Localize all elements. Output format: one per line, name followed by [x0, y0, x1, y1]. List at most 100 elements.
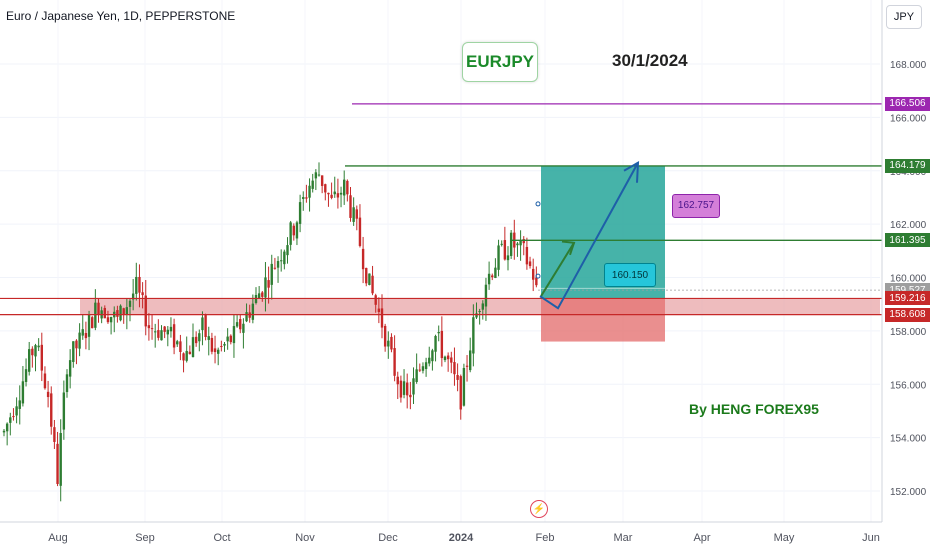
- candle-body: [91, 317, 94, 329]
- y-tick-label: 158.000: [890, 327, 927, 338]
- candle-body: [336, 193, 340, 198]
- candle-body: [339, 192, 343, 195]
- candle-body: [462, 367, 466, 406]
- candle-body: [330, 194, 333, 198]
- x-tick-label: Feb: [536, 532, 555, 544]
- candle-body: [68, 360, 72, 377]
- candle-body: [443, 356, 447, 361]
- green-arrow: [540, 240, 576, 297]
- candle-body: [56, 443, 59, 484]
- candle-body: [428, 357, 431, 364]
- x-tick-label: May: [774, 532, 795, 544]
- candle-body: [298, 202, 302, 224]
- candle-body: [267, 280, 270, 288]
- candle-body: [393, 348, 396, 376]
- candle-body: [125, 307, 129, 315]
- candle-body: [251, 303, 255, 320]
- candle-body: [421, 366, 425, 371]
- mid-price-tag: 160.150: [604, 263, 656, 288]
- support-zone: [80, 298, 880, 315]
- candle-body: [453, 362, 456, 375]
- y-tick-label: 160.000: [890, 274, 927, 285]
- candle-body: [5, 423, 9, 432]
- candle-body: [28, 349, 31, 372]
- candle-body: [491, 275, 494, 278]
- candle-body: [465, 365, 469, 367]
- candle-body: [528, 261, 532, 267]
- candle-body: [368, 273, 371, 285]
- candles: [2, 162, 538, 502]
- candle-body: [305, 197, 308, 199]
- candle-body: [229, 335, 232, 343]
- candle-body: [245, 312, 248, 322]
- candle-body: [43, 373, 47, 389]
- candle-body: [270, 263, 273, 285]
- x-tick-label: Apr: [693, 532, 710, 544]
- candle-body: [135, 276, 138, 294]
- grid-lines: [0, 0, 880, 522]
- level-lines: [0, 103, 882, 316]
- x-tick-label: Dec: [378, 532, 398, 544]
- price-tag: 159.216: [885, 291, 930, 306]
- y-tick-label: 154.000: [890, 434, 927, 445]
- candle-body: [81, 329, 84, 336]
- candle-body: [128, 300, 132, 307]
- candle-body: [295, 222, 299, 239]
- currency-button[interactable]: JPY: [886, 5, 922, 29]
- candle-body: [21, 381, 25, 404]
- candle-body: [383, 325, 387, 347]
- candle-body: [179, 341, 182, 352]
- candle-body: [65, 374, 69, 393]
- author-label: By HENG FOREX95: [689, 401, 819, 417]
- candle-body: [37, 345, 40, 348]
- candle-body: [87, 314, 91, 337]
- candle-body: [308, 185, 311, 198]
- candle-body: [487, 273, 491, 285]
- candle-body: [166, 329, 169, 335]
- candle-body: [194, 336, 198, 344]
- candle-body: [358, 217, 362, 246]
- candle-body: [469, 350, 472, 371]
- price-tag: 166.506: [885, 96, 930, 111]
- candle-body: [122, 308, 125, 315]
- price-tag: 164.179: [885, 158, 930, 173]
- candle-body: [343, 179, 346, 196]
- candle-body: [434, 335, 437, 352]
- candle-body: [324, 184, 327, 193]
- candle-body: [516, 243, 519, 246]
- candle-body: [418, 369, 421, 371]
- lightning-icon[interactable]: ⚡: [530, 500, 548, 518]
- candle-body: [314, 172, 318, 179]
- candle-body: [163, 326, 166, 332]
- candle-body: [2, 430, 6, 433]
- candle-body: [450, 357, 453, 363]
- candle-body: [472, 317, 475, 354]
- candle-body: [365, 267, 368, 284]
- candle-body: [257, 293, 261, 299]
- candle-body: [283, 251, 286, 265]
- candle-body: [147, 325, 151, 329]
- candle-body: [242, 323, 245, 333]
- candle-body: [355, 209, 358, 219]
- date-label: 30/1/2024: [612, 51, 688, 70]
- candle-body: [191, 337, 195, 358]
- candle-body: [78, 332, 81, 349]
- candle-body: [276, 261, 280, 268]
- candle-body: [431, 350, 434, 362]
- candle-body: [261, 292, 264, 297]
- candle-body: [31, 348, 34, 356]
- x-tick-label: Oct: [213, 532, 230, 544]
- target-price-tag: 162.757: [672, 193, 720, 218]
- candle-body: [535, 277, 538, 286]
- x-tick-label: Aug: [48, 532, 68, 544]
- candle-body: [302, 197, 305, 199]
- y-tick-label: 156.000: [890, 380, 927, 391]
- candle-body: [185, 350, 188, 361]
- candle-body: [97, 302, 100, 315]
- candle-body: [50, 393, 53, 427]
- candle-body: [239, 319, 242, 330]
- candle-body: [503, 240, 507, 260]
- candle-body: [72, 341, 75, 362]
